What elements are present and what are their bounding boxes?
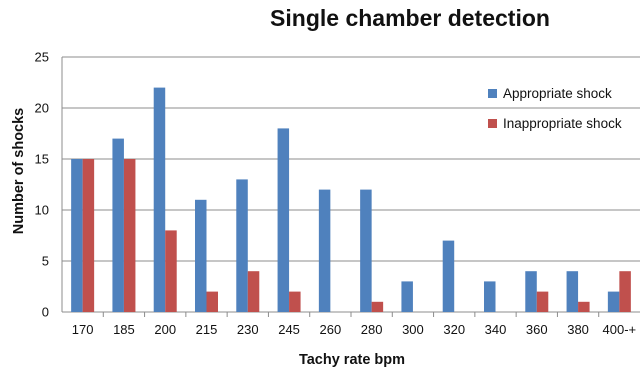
bar-appropriate-300: [401, 281, 413, 312]
x-tick-label: 360: [526, 322, 548, 337]
x-tick-label: 300: [402, 322, 424, 337]
y-tick-labels: 0 5 10 15 20 25: [35, 50, 49, 320]
bar-inappropriate-170: [82, 159, 95, 312]
x-tick-label: 400-+: [603, 322, 637, 337]
bar-inappropriate-380: [578, 301, 590, 312]
bar-inappropriate-215: [206, 291, 218, 312]
bar-inappropriate-360: [536, 291, 549, 312]
bar-inappropriate-280: [371, 301, 384, 312]
y-axis-title: Number of shocks: [11, 108, 27, 235]
y-tick-label: 10: [35, 203, 49, 218]
x-tick-label: 340: [485, 322, 507, 337]
bar-inappropriate-200: [165, 230, 177, 312]
bar-appropriate-400-+: [607, 291, 620, 312]
x-tick-labels: 170 185 200 215 230 245 260 280 300 320 340 360 380 4…: [72, 322, 636, 337]
bar-inappropriate-185: [123, 159, 136, 312]
y-tick-label: 25: [35, 50, 49, 65]
bar-appropriate-230: [236, 179, 248, 312]
bar-inappropriate-245: [289, 291, 301, 312]
x-axis-title: Tachy rate bpm: [299, 352, 405, 368]
y-tick-label: 15: [35, 152, 49, 167]
bar-appropriate-215: [195, 199, 207, 312]
bar-appropriate-380: [566, 271, 579, 312]
bar-appropriate-245: [277, 128, 290, 312]
legend-label: Inappropriate shock: [503, 116, 622, 131]
legend-label: Appropriate shock: [503, 86, 612, 101]
x-tick-label: 215: [196, 322, 218, 337]
x-tick-label: 200: [154, 322, 176, 337]
x-tick-label: 280: [361, 322, 383, 337]
bar-appropriate-200: [153, 87, 166, 312]
legend-swatch: [488, 119, 497, 128]
legend: Appropriate shock Inappropriate shock: [488, 86, 622, 131]
bar-appropriate-360: [525, 271, 537, 312]
x-tick-label: 320: [443, 322, 465, 337]
bar-inappropriate-230: [247, 271, 260, 312]
y-tick-label: 5: [42, 254, 49, 269]
x-tick-label: 230: [237, 322, 259, 337]
y-tick-label: 20: [35, 101, 49, 116]
x-tick-label: 245: [278, 322, 300, 337]
bars: [71, 87, 631, 312]
legend-swatch: [488, 89, 497, 98]
x-tick-label: 380: [567, 322, 589, 337]
y-tick-label: 0: [42, 305, 49, 320]
bar-appropriate-280: [360, 189, 372, 312]
x-tick-label: 185: [113, 322, 135, 337]
chart-title: Single chamber detection: [270, 5, 550, 31]
bar-appropriate-340: [484, 281, 496, 312]
bar-appropriate-170: [71, 159, 83, 312]
x-tick-label: 170: [72, 322, 94, 337]
bar-appropriate-260: [318, 189, 331, 312]
bar-inappropriate-400-+: [619, 271, 631, 312]
bar-appropriate-320: [442, 240, 455, 312]
x-tick-label: 260: [320, 322, 342, 337]
bar-appropriate-185: [112, 138, 124, 312]
